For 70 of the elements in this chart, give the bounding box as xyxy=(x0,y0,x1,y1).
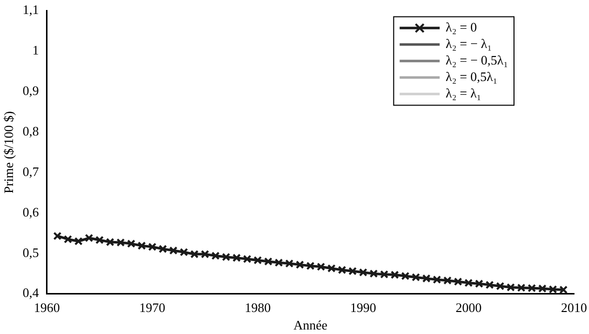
point xyxy=(232,254,241,262)
point xyxy=(538,284,547,293)
point xyxy=(370,269,378,278)
point xyxy=(53,232,62,240)
point xyxy=(464,278,473,288)
legend-label: λ₂ = λ₁ xyxy=(446,85,482,100)
point xyxy=(74,237,83,246)
y-tick-label: 1 xyxy=(32,42,39,58)
point xyxy=(116,238,125,247)
y-tick-label: 0,5 xyxy=(22,244,39,260)
point xyxy=(506,283,515,292)
point xyxy=(64,235,72,244)
point xyxy=(242,254,252,264)
point xyxy=(390,270,399,279)
point xyxy=(548,285,558,294)
point xyxy=(432,275,442,284)
x-axis-title: Année xyxy=(293,318,328,333)
legend-label: λ₂ = 0,5λ₁ xyxy=(446,68,498,84)
point xyxy=(485,280,494,290)
point xyxy=(327,264,336,273)
point xyxy=(358,268,368,277)
point xyxy=(106,238,114,246)
x-tick-label: 1960 xyxy=(34,300,60,316)
legend-label: λ₂ = − λ₁ xyxy=(446,36,492,51)
point xyxy=(338,266,346,274)
y-tick-label: 0,8 xyxy=(22,124,39,139)
point xyxy=(443,276,452,285)
point xyxy=(169,246,178,255)
point xyxy=(200,250,210,258)
x-tick-label: 1980 xyxy=(244,300,271,316)
point xyxy=(285,259,294,268)
y-tick-label: 0,4 xyxy=(22,285,40,300)
point xyxy=(412,273,420,282)
point xyxy=(517,284,526,292)
point xyxy=(559,286,568,294)
point xyxy=(528,284,536,292)
y-tick-label: 0,9 xyxy=(22,83,39,98)
point xyxy=(254,256,262,264)
point xyxy=(148,242,156,252)
legend-label: λ₂ = − 0,5λ₁ xyxy=(446,52,508,68)
y-tick-label: 1,1 xyxy=(22,2,39,18)
y-tick-label: 0,7 xyxy=(22,164,40,179)
point xyxy=(296,260,304,269)
point xyxy=(84,234,94,242)
point xyxy=(496,282,504,290)
y-axis-title: Prime ($/100 $) xyxy=(1,111,16,194)
point xyxy=(380,270,388,279)
point xyxy=(401,272,410,280)
point xyxy=(138,242,146,250)
y-tick-label: 0,6 xyxy=(22,204,40,220)
x-tick-label: 1970 xyxy=(139,300,166,316)
point xyxy=(264,257,272,266)
point xyxy=(158,244,168,254)
point xyxy=(222,252,230,262)
point xyxy=(274,258,283,267)
x-tick-label: 1990 xyxy=(350,300,376,316)
legend-label: λ₂ = 0 xyxy=(446,19,477,34)
x-tick-label: 2010 xyxy=(561,300,587,316)
point xyxy=(95,236,104,244)
point xyxy=(422,274,431,283)
point xyxy=(316,262,326,271)
x-tick-label: 2000 xyxy=(456,300,482,316)
point xyxy=(474,280,484,288)
point xyxy=(306,262,315,270)
point xyxy=(127,239,136,248)
point xyxy=(190,250,199,258)
point xyxy=(454,277,462,286)
point xyxy=(180,248,188,256)
point xyxy=(211,252,220,260)
point xyxy=(348,266,357,276)
